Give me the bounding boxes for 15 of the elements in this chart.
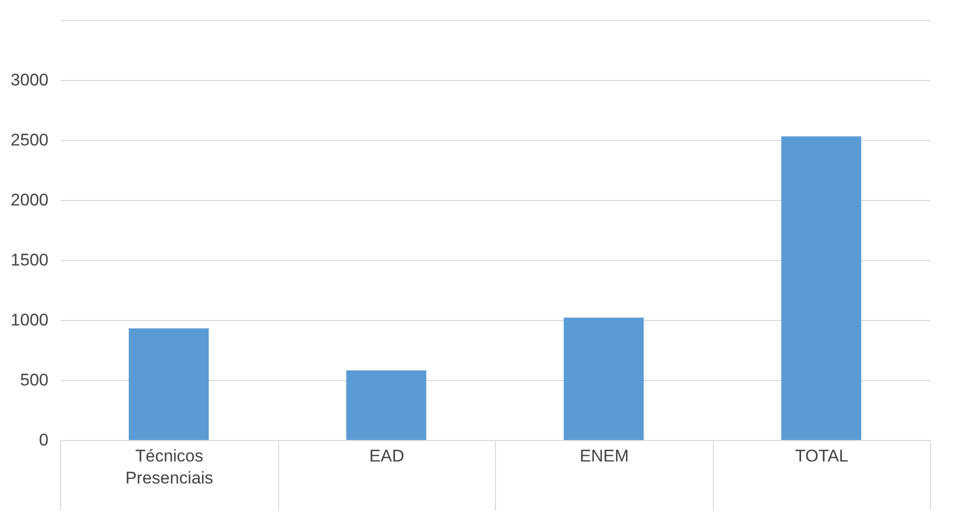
y-tick-label: 2000 xyxy=(10,190,48,210)
x-tick-label: EAD xyxy=(369,446,404,466)
bar xyxy=(128,328,209,440)
x-tick-label: TOTAL xyxy=(795,446,848,466)
y-tick-label: 1000 xyxy=(10,310,48,330)
y-tick-label: 0 xyxy=(39,430,48,450)
bar xyxy=(781,136,862,440)
y-tick-label: 1500 xyxy=(10,250,48,270)
y-tick-label: 2500 xyxy=(10,130,48,150)
x-tick-label: ENEM xyxy=(580,446,629,466)
x-tick-label: Técnicos Presenciais xyxy=(125,446,214,488)
y-tick-label: 3000 xyxy=(10,70,48,90)
bar xyxy=(564,318,644,440)
bar xyxy=(346,370,426,440)
y-tick-label: 500 xyxy=(20,370,48,390)
